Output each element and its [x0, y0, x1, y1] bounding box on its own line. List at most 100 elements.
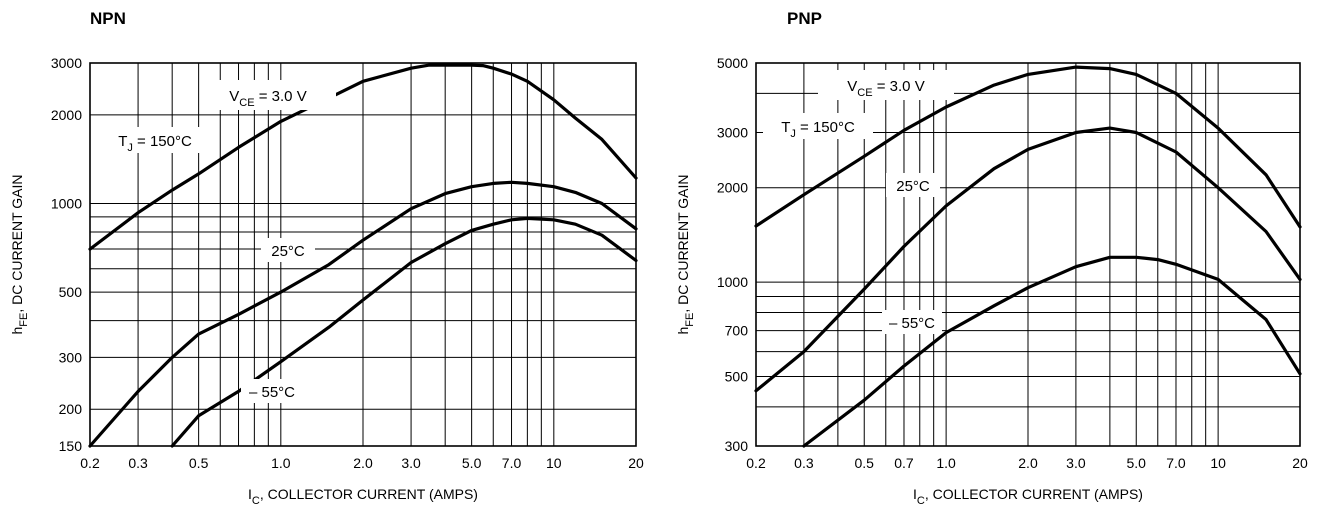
x-tick-label: 10: [546, 455, 562, 471]
annotation-bg: [763, 113, 873, 139]
y-tick-label: 1000: [717, 274, 748, 290]
gain-curve-1: [754, 126, 1302, 393]
annotation-text-vce-main: V: [229, 88, 239, 105]
annotation-text-tm55: – 55°C: [889, 315, 935, 332]
y-tick-label: 2000: [717, 180, 748, 196]
x-tick-label: 2.0: [353, 455, 373, 471]
annotation-text-vce: VCE = 3.0 V: [229, 88, 306, 109]
x-tick-label: 10: [1210, 455, 1226, 471]
x-axis-title-main: I: [913, 486, 917, 502]
annotation-t150: TJ = 150°C: [763, 113, 873, 140]
y-axis-title: hFE, DC CURRENT GAIN: [675, 174, 696, 334]
y-tick-label: 300: [59, 349, 83, 365]
x-axis-title: IC, COLLECTOR CURRENT (AMPS): [248, 486, 478, 507]
x-tick-label: 3.0: [1066, 455, 1086, 471]
y-axis-title-sub: FE: [684, 313, 696, 327]
y-axis-title-main: h: [9, 327, 25, 335]
annotation-bg: [882, 310, 942, 334]
x-tick-label: 20: [628, 455, 644, 471]
annotation-bg: [261, 238, 315, 262]
annotation-t25: 25°C: [261, 238, 315, 262]
x-tick-label: 0.2: [80, 455, 100, 471]
annotation-t150: TJ = 150°C: [100, 127, 210, 154]
y-tick-label: 300: [725, 438, 749, 454]
x-tick-label: 0.3: [128, 455, 148, 471]
annotation-text-vce-main: V: [847, 78, 857, 95]
gain-curve-2: [802, 255, 1302, 448]
annotation-text-tm55: – 55°C: [249, 384, 295, 401]
grid: [89, 62, 637, 447]
annotation-bg: [100, 127, 210, 153]
annotation-bg: [818, 70, 954, 100]
x-tick-label: 0.3: [794, 455, 814, 471]
annotation-text-vce-rest: = 3.0 V: [255, 88, 307, 105]
annotation-bg: [200, 80, 336, 110]
annotation-bg: [886, 173, 940, 197]
x-tick-label: 1.0: [936, 455, 956, 471]
annotation-text-tm55-main: – 55°C: [889, 315, 935, 332]
chart-title: PNP: [787, 9, 822, 28]
annotation-text-vce-sub: CE: [239, 97, 254, 109]
annotation-bg: [241, 379, 303, 403]
x-tick-label: 0.5: [855, 455, 875, 471]
npn-chart: NPN 0.2 0.3 0.5 1.0 2.0 3.0 5.0 7.0 10 20 150 200 300…: [9, 9, 644, 507]
x-axis-title-main: I: [248, 486, 252, 502]
y-tick-label: 200: [59, 401, 83, 417]
pnp-chart: PNP 0.2 0.3 0.5 0.7 1.0 2.0 3.0 5.0 7.0 10 20 300 500…: [675, 9, 1308, 507]
annotation-text-t150: TJ = 150°C: [781, 119, 855, 140]
x-axis-title-sub: C: [917, 495, 925, 507]
annotation-t25: 25°C: [886, 173, 940, 197]
annotation-text-t25: 25°C: [896, 178, 930, 195]
gain-curve-0: [88, 63, 638, 251]
x-tick-label: 7.0: [502, 455, 522, 471]
gain-curve-0: [754, 65, 1302, 229]
y-tick-label: 150: [59, 438, 83, 454]
annotation-tm55: – 55°C: [882, 310, 942, 334]
annotation-text-t150-sub: J: [790, 128, 796, 140]
y-tick-label: 3000: [51, 55, 82, 71]
annotation-text-t25: 25°C: [271, 243, 305, 260]
y-tick-label: 1000: [51, 195, 82, 211]
annotation-text-vce-rest: = 3.0 V: [873, 78, 925, 95]
annotation-text-t25-main: 25°C: [271, 243, 305, 260]
x-tick-label: 7.0: [1166, 455, 1186, 471]
annotation-text-tm55-main: – 55°C: [249, 384, 295, 401]
annotation-text-vce-sub: CE: [857, 87, 872, 99]
x-tick-label: 20: [1292, 455, 1308, 471]
y-axis-title-main: h: [675, 327, 691, 335]
x-axis-title-sub: C: [252, 495, 260, 507]
y-axis-title-rest: , DC CURRENT GAIN: [675, 174, 691, 312]
x-tick-label: 3.0: [401, 455, 421, 471]
annotation-vce: VCE = 3.0 V: [818, 70, 954, 100]
x-tick-label: 5.0: [1127, 455, 1147, 471]
x-tick-label: 2.0: [1018, 455, 1038, 471]
x-axis-title-rest: , COLLECTOR CURRENT (AMPS): [260, 486, 478, 502]
annotation-text-vce: VCE = 3.0 V: [847, 78, 924, 99]
plot-frame: [755, 62, 1301, 447]
y-tick-label: 3000: [717, 125, 748, 141]
annotation-text-t150: TJ = 150°C: [118, 133, 192, 154]
x-axis-title-rest: , COLLECTOR CURRENT (AMPS): [925, 486, 1143, 502]
annotation-text-t150-rest: = 150°C: [796, 119, 855, 136]
y-tick-label: 500: [725, 368, 749, 384]
y-axis-title: hFE, DC CURRENT GAIN: [9, 174, 30, 334]
chart-title: NPN: [90, 9, 126, 28]
annotation-text-t150-main: T: [781, 119, 790, 136]
annotation-tm55: – 55°C: [241, 379, 303, 403]
y-tick-label: 700: [725, 323, 749, 339]
annotation-text-t150-rest: = 150°C: [133, 133, 192, 150]
x-tick-label: 0.5: [189, 455, 209, 471]
y-tick-label: 2000: [51, 107, 82, 123]
y-axis-title-rest: , DC CURRENT GAIN: [9, 174, 25, 312]
annotation-text-t25-main: 25°C: [896, 178, 930, 195]
y-axis-title-sub: FE: [18, 313, 30, 327]
x-tick-label: 5.0: [462, 455, 482, 471]
x-tick-label: 0.2: [746, 455, 766, 471]
annotation-text-t150-main: T: [118, 133, 127, 150]
x-tick-label: 1.0: [271, 455, 291, 471]
gain-curve-1: [88, 180, 638, 448]
x-axis-title: IC, COLLECTOR CURRENT (AMPS): [913, 486, 1143, 507]
y-tick-label: 5000: [717, 55, 748, 71]
gain-curve-2: [170, 216, 638, 448]
